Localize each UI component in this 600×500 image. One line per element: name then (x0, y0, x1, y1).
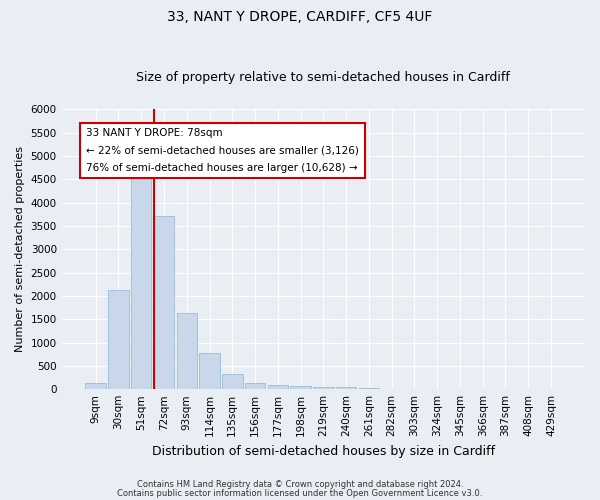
Text: Contains public sector information licensed under the Open Government Licence v3: Contains public sector information licen… (118, 488, 482, 498)
Bar (336, 388, 356, 389)
Bar (313, 387, 334, 389)
Bar (176, 313, 197, 389)
Text: ← 22% of semi-detached houses are smaller (3,126): ← 22% of semi-detached houses are smalle… (86, 146, 359, 156)
FancyBboxPatch shape (80, 124, 365, 178)
Text: Contains HM Land Registry data © Crown copyright and database right 2024.: Contains HM Land Registry data © Crown c… (137, 480, 463, 489)
Bar (131, 172, 151, 389)
Bar (222, 374, 242, 389)
Bar (290, 386, 311, 389)
Bar (108, 290, 129, 389)
Bar (359, 388, 379, 389)
X-axis label: Distribution of semi-detached houses by size in Cardiff: Distribution of semi-detached houses by … (152, 444, 495, 458)
Bar (154, 216, 174, 389)
Bar (85, 383, 106, 389)
Bar (268, 386, 288, 389)
Y-axis label: Number of semi-detached properties: Number of semi-detached properties (15, 146, 25, 352)
Bar (199, 354, 220, 389)
Text: 33, NANT Y DROPE, CARDIFF, CF5 4UF: 33, NANT Y DROPE, CARDIFF, CF5 4UF (167, 10, 433, 24)
Text: 76% of semi-detached houses are larger (10,628) →: 76% of semi-detached houses are larger (… (86, 163, 358, 173)
Title: Size of property relative to semi-detached houses in Cardiff: Size of property relative to semi-detach… (136, 72, 510, 85)
Text: 33 NANT Y DROPE: 78sqm: 33 NANT Y DROPE: 78sqm (86, 128, 223, 138)
Bar (245, 383, 265, 389)
